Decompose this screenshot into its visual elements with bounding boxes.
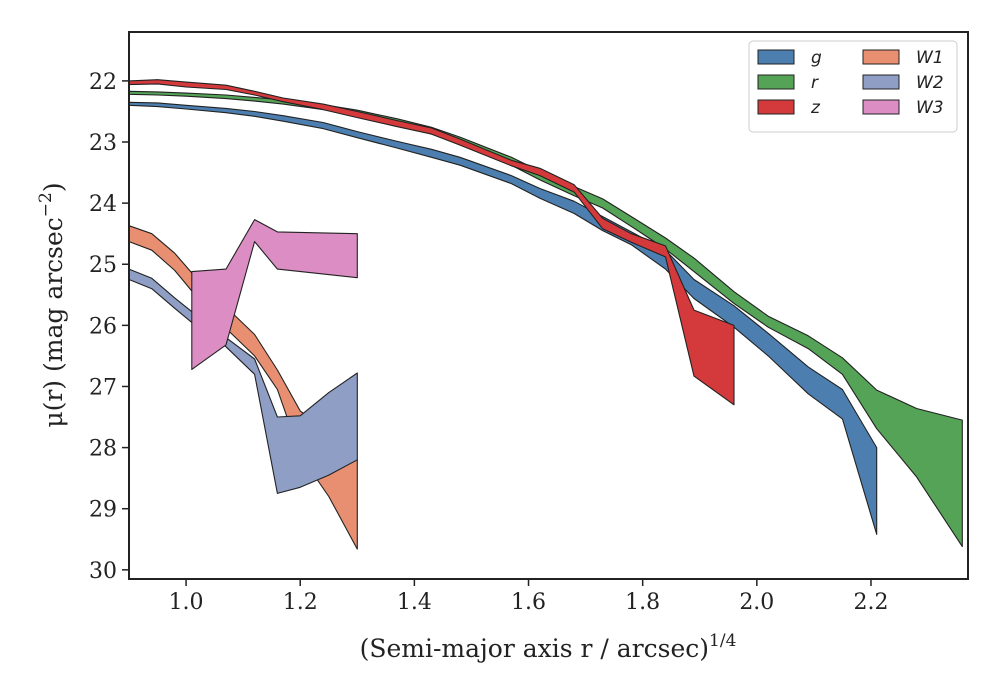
legend-swatch-r (757, 74, 795, 90)
x-tick-label: 2.0 (739, 590, 774, 615)
legend-label-g: g (811, 48, 822, 68)
y-tick-label: 26 (89, 314, 117, 339)
legend-label-z: z (810, 98, 821, 118)
legend-swatch-w1 (862, 49, 900, 65)
y-tick-label: 23 (89, 131, 117, 156)
x-tick-label: 2.2 (853, 590, 888, 615)
y-axis-label-text: μ(r) (mag arcsec (39, 217, 68, 427)
legend-swatch-g (757, 49, 795, 65)
y-tick-label: 29 (89, 498, 117, 523)
x-tick-label: 1.8 (625, 590, 660, 615)
legend-label-w2: W2 (916, 73, 944, 93)
legend-swatch-w3 (862, 99, 900, 115)
series-layer (128, 79, 963, 550)
y-axis-label: μ(r) (mag arcsec−2) (36, 182, 68, 427)
x-axis: 1.0 1.2 1.4 1.6 1.8 2.0 2.2 (169, 579, 888, 615)
y-tick-label: 22 (89, 70, 117, 95)
y-tick-label: 28 (89, 437, 117, 462)
y-tick-label: 25 (89, 253, 117, 278)
x-tick-label: 1.0 (169, 590, 204, 615)
y-tick-label: 24 (89, 192, 117, 217)
y-axis: 22 23 24 25 26 27 28 29 30 (89, 70, 129, 584)
x-axis-label: (Semi-major axis r / arcsec)1/4 (360, 631, 737, 663)
y-tick-label: 30 (89, 559, 117, 584)
legend: grz W1 W2 W3 (748, 40, 958, 133)
x-axis-label-text: (Semi-major axis r / arcsec) (360, 634, 709, 663)
x-axis-label-exponent: 1/4 (709, 631, 736, 651)
series-band-g (128, 101, 878, 535)
legend-box (748, 40, 958, 133)
plot-frame (128, 31, 969, 580)
y-axis-label-exponent: −2 (36, 192, 56, 217)
legend-label-r: r (811, 73, 819, 93)
x-tick-label: 1.4 (397, 590, 432, 615)
x-tick-label: 1.2 (283, 590, 318, 615)
legend-label-w1: W1 (916, 48, 944, 68)
x-tick-label: 1.6 (511, 590, 546, 615)
legend-label-w3: W3 (916, 98, 944, 118)
series-band-w3 (191, 219, 358, 370)
y-tick-label: 27 (89, 375, 117, 400)
y-axis-label-close: ) (39, 182, 68, 192)
series-band-z (128, 79, 735, 406)
legend-swatch-w2 (862, 74, 900, 90)
legend-swatch-z (757, 99, 795, 115)
